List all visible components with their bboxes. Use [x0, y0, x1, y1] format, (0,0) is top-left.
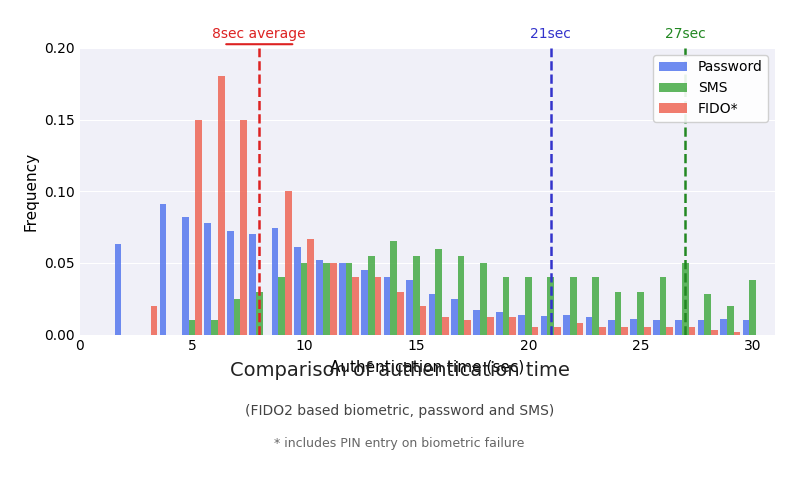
Bar — [698, 320, 705, 335]
Bar — [419, 306, 427, 335]
Bar — [323, 263, 330, 335]
Bar — [614, 292, 622, 335]
Bar — [391, 241, 397, 335]
Bar — [519, 315, 525, 335]
Legend: Password, SMS, FIDO*: Password, SMS, FIDO* — [654, 55, 768, 122]
Bar — [397, 292, 404, 335]
Bar — [196, 120, 202, 335]
Bar — [630, 319, 637, 335]
Bar — [384, 277, 391, 335]
Bar — [160, 204, 166, 335]
Bar — [599, 327, 606, 335]
Bar — [487, 317, 494, 335]
Bar — [586, 317, 592, 335]
Bar — [227, 231, 233, 335]
Bar — [346, 263, 352, 335]
Bar — [733, 332, 740, 335]
Bar — [300, 263, 308, 335]
Bar — [272, 228, 278, 335]
Y-axis label: Frequency: Frequency — [24, 152, 38, 231]
Bar — [428, 294, 435, 335]
Bar — [682, 263, 689, 335]
Bar — [211, 320, 218, 335]
Bar — [555, 327, 561, 335]
Bar — [368, 256, 375, 335]
Bar — [189, 320, 196, 335]
X-axis label: Authentication time (sec): Authentication time (sec) — [330, 359, 525, 374]
Bar — [541, 316, 547, 335]
Bar — [570, 277, 577, 335]
Bar — [563, 315, 570, 335]
Bar — [218, 76, 225, 335]
Bar — [464, 320, 471, 335]
Text: 21sec: 21sec — [531, 27, 571, 41]
Bar — [308, 239, 314, 335]
Bar — [577, 323, 583, 335]
Bar — [653, 320, 659, 335]
Bar — [525, 277, 532, 335]
Text: 8sec average: 8sec average — [213, 27, 306, 41]
Bar — [285, 191, 292, 335]
Bar — [727, 306, 733, 335]
Bar — [375, 277, 381, 335]
Text: 27sec: 27sec — [665, 27, 706, 41]
Bar — [442, 317, 449, 335]
Bar — [240, 120, 247, 335]
Bar — [711, 330, 718, 335]
Bar — [182, 217, 189, 335]
Bar — [115, 244, 121, 335]
Bar — [592, 277, 599, 335]
Bar — [689, 327, 695, 335]
Bar — [705, 294, 711, 335]
Bar — [749, 280, 756, 335]
Bar — [150, 306, 157, 335]
Bar — [666, 327, 673, 335]
Bar — [435, 249, 442, 335]
Bar — [637, 292, 644, 335]
Bar — [339, 263, 346, 335]
Bar — [361, 270, 368, 335]
Text: (FIDO2 based biometric, password and SMS): (FIDO2 based biometric, password and SMS… — [244, 404, 555, 418]
Bar — [509, 317, 516, 335]
Bar — [742, 320, 749, 335]
Bar — [503, 277, 509, 335]
Bar — [352, 277, 359, 335]
Bar — [644, 327, 650, 335]
Bar — [316, 260, 324, 335]
Bar — [294, 247, 300, 335]
Bar — [330, 263, 336, 335]
Text: * includes PIN entry on biometric failure: * includes PIN entry on biometric failur… — [274, 437, 525, 450]
Bar — [720, 319, 727, 335]
Bar — [675, 320, 682, 335]
Bar — [278, 277, 285, 335]
Bar — [458, 256, 464, 335]
Bar — [256, 292, 263, 335]
Bar — [496, 312, 503, 335]
Bar — [233, 299, 240, 335]
Bar — [608, 320, 614, 335]
Bar — [547, 277, 555, 335]
Bar — [659, 277, 666, 335]
Bar — [413, 256, 419, 335]
Bar — [249, 234, 256, 335]
Bar — [406, 280, 413, 335]
Bar — [451, 299, 458, 335]
Bar — [480, 263, 487, 335]
Text: Comparison of authentication time: Comparison of authentication time — [229, 361, 570, 380]
Bar — [205, 223, 211, 335]
Bar — [622, 327, 628, 335]
Bar — [532, 327, 539, 335]
Bar — [474, 310, 480, 335]
